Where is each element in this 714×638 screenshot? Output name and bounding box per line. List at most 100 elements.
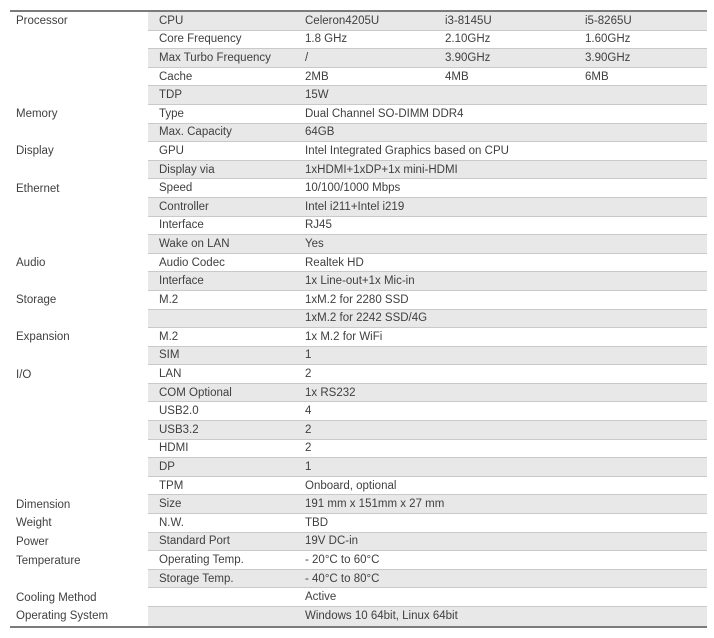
table-row: Interface RJ45 [10,216,707,236]
value-cell: 2 [305,423,312,436]
category-cell [10,160,148,180]
attribute-cell: M.2 [159,330,179,343]
category-cell: Ethernet [10,179,148,198]
attribute-cell: Standard Port [159,535,230,548]
value-cell: Onboard, optional [305,479,397,492]
spec-cells: N.W. TBD [148,514,707,533]
table-row: TDP 15W [10,86,707,105]
spec-cells: USB2.0 4 [148,402,707,422]
category-cell: Processor [10,12,148,31]
spec-cells: Interface 1x Line-out+1x Mic-in [148,272,707,291]
category-cell: Memory [10,104,148,124]
value-cell: 2 [305,442,312,455]
attribute-cell: COM Optional [159,386,232,399]
value-cell: 3.90GHz [445,51,491,64]
attribute-cell: Audio Codec [159,256,225,269]
value-cell: - 20°C to 60°C [305,554,380,567]
attribute-cell: GPU [159,144,184,157]
spec-cells: M.2 1x M.2 for WiFi [148,328,707,347]
spec-cells: Cache 2MB 4MB 6MB [148,68,707,87]
attribute-cell: Max. Capacity [159,126,232,139]
value-cell: 1x RS232 [305,386,356,399]
value-cell: 10/100/1000 Mbps [305,182,401,195]
attribute-cell: SIM [159,349,180,362]
category-cell [10,235,148,254]
table-row: Storage Temp. - 40°C to 80°C [10,569,707,589]
spec-cells: Speed 10/100/1000 Mbps [148,179,707,198]
category-cell: Display [10,142,148,161]
table-row: Expansion M.2 1x M.2 for WiFi [10,328,707,347]
value-cell: 1 [305,461,312,474]
value-cell: 1xHDMI+1xDP+1x mini-HDMI [305,163,458,176]
table-row: Storage M.2 1xM.2 for 2280 SSD [10,290,707,310]
table-row: Dimension Size 191 mm x 151mm x 27 mm [10,495,707,515]
table-row: COM Optional 1x RS232 [10,383,707,403]
category-cell [10,86,148,105]
table-row: Weight N.W. TBD [10,514,707,533]
category-cell [10,476,148,496]
table-row: SIM 1 [10,346,707,366]
spec-cells: Max Turbo Frequency / 3.90GHz 3.90GHz [148,49,707,68]
value-cell: RJ45 [305,219,332,232]
spec-cells: TPM Onboard, optional [148,477,707,496]
table-row: DP 1 [10,458,707,477]
spec-cells: Wake on LAN Yes [148,235,707,254]
value-cell: 2MB [305,70,329,83]
table-row: Wake on LAN Yes [10,235,707,254]
spec-cells: Core Frequency 1.8 GHz 2.10GHz 1.60GHz [148,31,707,50]
spec-cells: COM Optional 1x RS232 [148,383,707,403]
value-cell: 6MB [585,70,609,83]
attribute-cell: Storage Temp. [159,572,234,585]
spec-cells: TDP 15W [148,86,707,105]
spec-cells: USB3.2 2 [148,421,707,440]
value-cell: 64GB [305,126,335,139]
attribute-cell: Speed [159,182,193,195]
value-cell: i3-8145U [445,14,492,27]
attribute-cell: M.2 [159,293,179,306]
value-cell: 2 [305,368,312,381]
attribute-cell: USB3.2 [159,423,199,436]
attribute-cell: Display via [159,163,215,176]
category-cell [10,458,148,477]
category-cell: Dimension [10,495,148,515]
attribute-cell: Wake on LAN [159,237,230,250]
attribute-cell: Cache [159,70,193,83]
category-cell [10,197,148,217]
spec-cells: Standard Port 19V DC-in [148,532,707,552]
table-row: I/O LAN 2 [10,365,707,384]
value-cell: Dual Channel SO-DIMM DDR4 [305,107,464,120]
value-cell: Active [305,591,337,604]
category-cell [10,309,148,329]
table-row: Audio Audio Codec Realtek HD [10,253,707,273]
category-cell [10,272,148,291]
spec-cells: Display via 1xHDMI+1xDP+1x mini-HDMI [148,160,707,180]
table-row: Controller Intel i211+Intel i219 [10,197,707,217]
value-cell: / [305,51,309,64]
value-cell: 19V DC-in [305,535,359,548]
table-row: Max. Capacity 64GB [10,123,707,143]
spec-cells: Storage Temp. - 40°C to 80°C [148,569,707,589]
category-cell: Storage [10,290,148,310]
attribute-cell: HDMI [159,442,189,455]
category-cell [10,49,148,68]
table-row: Processor CPU Celeron4205U i3-8145U i5-8265U [10,12,707,31]
spec-cells: DP 1 [148,458,707,477]
attribute-cell: Interface [159,275,204,288]
value-cell: 4MB [445,70,469,83]
value-cell: Celeron4205U [305,14,380,27]
attribute-cell: DP [159,461,175,474]
value-cell: i5-8265U [585,14,632,27]
table-row: USB3.2 2 [10,421,707,440]
spec-cells: Type Dual Channel SO-DIMM DDR4 [148,105,707,124]
spec-cells: Size 191 mm x 151mm x 27 mm [148,495,707,515]
value-cell: 15W [305,89,329,102]
table-row: Cooling Method Active [10,588,707,607]
spec-cells: 1xM.2 for 2242 SSD/4G [148,309,707,329]
value-cell: 1 [305,349,312,362]
table-row: USB2.0 4 [10,402,707,422]
table-row: Cache 2MB 4MB 6MB [10,67,707,87]
value-cell: Intel i211+Intel i219 [305,200,405,213]
spec-cells: LAN 2 [148,365,707,384]
spec-cells: Controller Intel i211+Intel i219 [148,197,707,217]
table-row: Operating System Windows 10 64bit, Linux … [10,607,707,626]
